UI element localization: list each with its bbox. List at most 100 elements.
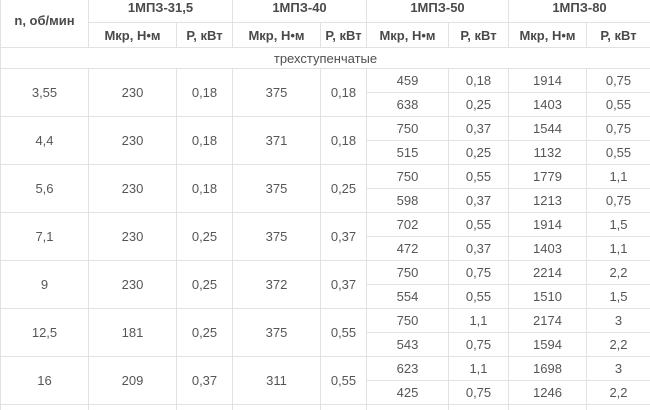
spec-row: 5,6 230 0,18 375 0,25 750 0,55 1779 1,1 [0,164,650,213]
torque-cell-50: 750 [366,308,449,333]
power-cell-50: 0,37 [448,188,509,213]
section-row: трехступенчатые [0,47,650,69]
spec-row: 12,5 181 0,25 375 0,55 750 1,1 2174 3 [0,308,650,357]
power-cell-40: 0,55 [320,356,367,405]
torque-cell-31: 209 [88,356,177,405]
n-cell: 12,5 [0,308,89,357]
torque-cell-50: 750 [366,164,449,189]
spec-row: 4,4 230 0,18 371 0,18 750 0,37 1544 0,75 [0,116,650,165]
power-cell-80: 1,1 [586,164,650,189]
torque-cell-80: 1403 [508,92,587,117]
power-cell-50: 0,37 [448,236,509,261]
empty-cell [0,404,89,410]
torque-cell-50: 598 [366,188,449,213]
power-cell-40: 0,18 [320,68,367,117]
torque-cell-80: 2174 [508,308,587,333]
spec-row: 9 230 0,25 372 0,37 750 0,75 2214 2,2 [0,260,650,309]
group-header-1mp3-80: 1МПЗ-80 [508,0,650,23]
power-cell-31: 0,25 [176,308,233,357]
spec-row: 3,55 230 0,18 375 0,18 459 0,18 1914 0,75 [0,68,650,117]
power-cell-80: 3 [586,356,650,381]
torque-cell-50: 750 [366,260,449,285]
empty-cell [586,404,650,410]
spec-subrow: 472 0,37 1403 1,1 [1,236,650,261]
power-cell-50: 0,55 [448,284,509,309]
torque-cell-80: 1132 [508,140,587,165]
power-cell-80: 1,5 [586,212,650,237]
torque-cell-40: 375 [232,68,321,117]
empty-cell [448,404,509,410]
col-header-power: Р, кВт [448,22,509,48]
group-header-1mp3-31-5: 1МПЗ-31,5 [88,0,233,23]
power-cell-80: 0,75 [586,116,650,141]
n-cell: 5,6 [0,164,89,213]
col-header-power: Р, кВт [586,22,650,48]
power-cell-40: 0,37 [320,260,367,309]
partial-row [0,404,650,410]
spec-subrow: 543 0,75 1594 2,2 [1,332,650,357]
torque-cell-80: 1698 [508,356,587,381]
torque-cell-31: 181 [88,308,177,357]
torque-cell-31: 230 [88,212,177,261]
power-cell-40: 0,55 [320,308,367,357]
power-cell-50: 0,75 [448,380,509,405]
empty-cell [176,404,233,410]
power-cell-80: 0,75 [586,68,650,93]
torque-cell-40: 375 [232,212,321,261]
torque-cell-40: 372 [232,260,321,309]
power-cell-80: 2,2 [586,332,650,357]
power-cell-50: 0,55 [448,164,509,189]
torque-cell-40: 375 [232,164,321,213]
torque-cell-80: 1779 [508,164,587,189]
power-cell-40: 0,25 [320,164,367,213]
torque-cell-80: 1246 [508,380,587,405]
power-cell-50: 0,25 [448,140,509,165]
power-cell-80: 1,5 [586,284,650,309]
torque-cell-80: 2214 [508,260,587,285]
power-cell-31: 0,25 [176,212,233,261]
spec-subrow: 425 0,75 1246 2,2 [1,380,650,405]
power-cell-80: 2,2 [586,260,650,285]
torque-cell-80: 1914 [508,212,587,237]
group-header-1mp3-50: 1МПЗ-50 [366,0,509,23]
n-cell: 4,4 [0,116,89,165]
empty-cell [366,404,449,410]
torque-cell-40: 371 [232,116,321,165]
col-header-torque: Мкр, Н•м [508,22,587,48]
spec-subrow: 638 0,25 1403 0,55 [1,92,650,117]
torque-cell-80: 1213 [508,188,587,213]
empty-cell [508,404,587,410]
torque-cell-31: 230 [88,164,177,213]
power-cell-31: 0,37 [176,356,233,405]
empty-cell [232,404,321,410]
power-cell-31: 0,18 [176,116,233,165]
group-header-row: n, об/мин 1МПЗ-31,5 1МПЗ-40 1МПЗ-50 1МПЗ… [0,0,650,48]
power-cell-50: 0,75 [448,260,509,285]
col-header-n: n, об/мин [0,0,89,48]
empty-cell [320,404,367,410]
sub-header-row: Мкр, Н•м Р, кВт Мкр, Н•м Р, кВт Мкр, Н•м… [1,22,650,48]
empty-cell [88,404,177,410]
n-cell: 3,55 [0,68,89,117]
torque-cell-50: 702 [366,212,449,237]
col-header-power: Р, кВт [176,22,233,48]
torque-cell-31: 230 [88,260,177,309]
power-cell-40: 0,37 [320,212,367,261]
power-cell-50: 0,75 [448,332,509,357]
power-cell-80: 0,55 [586,140,650,165]
torque-cell-50: 515 [366,140,449,165]
spec-row: 16 209 0,37 311 0,55 623 1,1 1698 3 [0,356,650,405]
torque-cell-50: 623 [366,356,449,381]
power-cell-80: 0,55 [586,92,650,117]
n-cell: 7,1 [0,212,89,261]
power-cell-80: 3 [586,308,650,333]
power-cell-50: 1,1 [448,356,509,381]
torque-cell-80: 1510 [508,284,587,309]
power-cell-50: 0,25 [448,92,509,117]
torque-cell-80: 1544 [508,116,587,141]
spec-subrow: 515 0,25 1132 0,55 [1,140,650,165]
group-header-1mp3-40: 1МПЗ-40 [232,0,367,23]
torque-cell-50: 750 [366,116,449,141]
torque-cell-50: 543 [366,332,449,357]
